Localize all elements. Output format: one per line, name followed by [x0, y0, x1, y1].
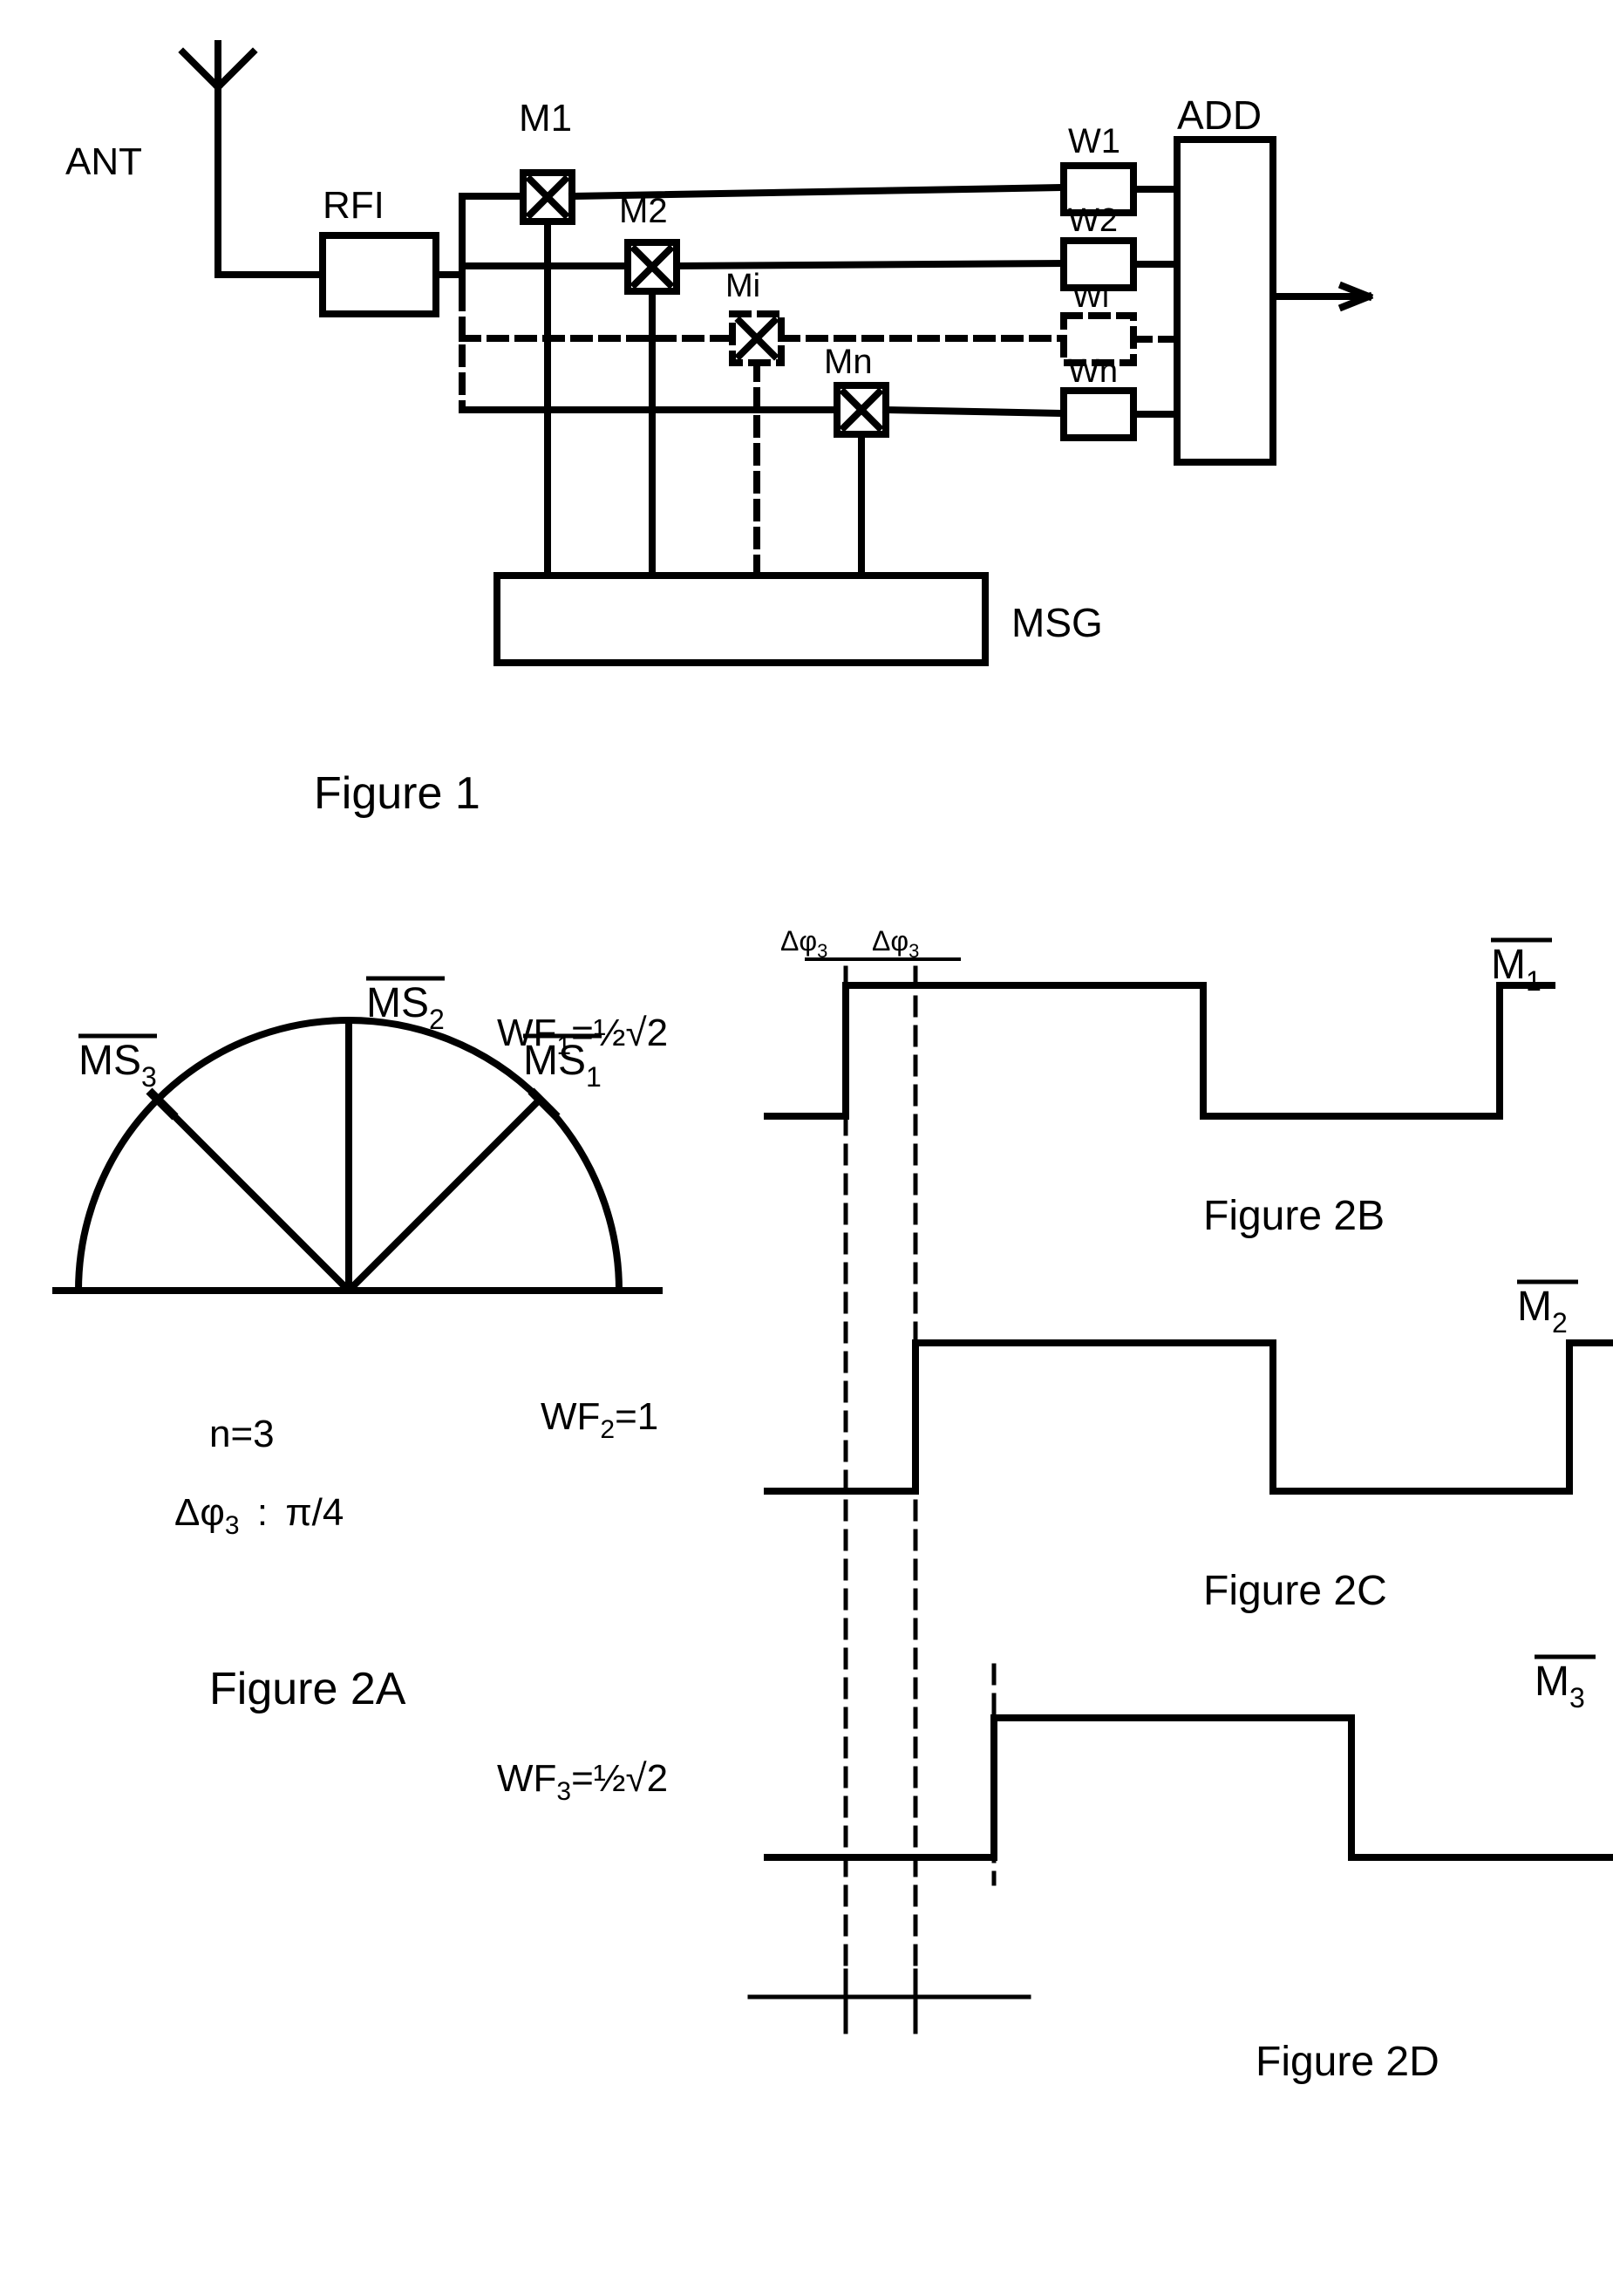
- ms3-label: MS: [78, 1038, 141, 1084]
- wn-block: [1064, 391, 1133, 438]
- figure-1-diagram: ANT RFI M1 M2 Mi Mn W1 W2 Wi Wn ADD MSG: [35, 35, 1430, 750]
- m2-wave-sub: 2: [1552, 1307, 1568, 1339]
- mi-label: Mi: [725, 268, 760, 304]
- figure-2a-diagram: MS2 MS1 MS3: [35, 907, 680, 1378]
- m2-wave-label: M: [1517, 1284, 1552, 1330]
- mixer-mn: [837, 385, 886, 434]
- dphi-top-2-sub: 3: [909, 940, 919, 962]
- dphi-top-1: Δφ: [780, 925, 817, 957]
- dphi-top-2: Δφ: [872, 925, 909, 957]
- figure-2d-caption: Figure 2D: [1256, 2039, 1439, 2085]
- wf2-sub: 2: [600, 1415, 615, 1444]
- mn-label: Mn: [824, 343, 873, 381]
- msg-block: [497, 576, 985, 663]
- wf3-label: WF: [497, 1757, 556, 1800]
- svg-text:Δφ3: Δφ3: [780, 925, 827, 962]
- m2-label: M2: [619, 192, 668, 230]
- m3-wave-sub: 3: [1569, 1682, 1585, 1713]
- wi-label: Wi: [1072, 278, 1109, 314]
- ms1-sub: 1: [586, 1061, 602, 1093]
- ms2-sub: 2: [429, 1004, 445, 1035]
- wf2-label: WF: [541, 1395, 600, 1438]
- wf2-val: =1: [615, 1395, 658, 1438]
- m1-wave-label: M: [1491, 942, 1526, 988]
- wf3-val: =½√2: [571, 1757, 668, 1800]
- figure-2c-caption: Figure 2C: [1203, 1568, 1387, 1614]
- w2-label: W2: [1068, 202, 1118, 239]
- m2-waveform: [767, 1343, 1613, 1491]
- wn-label: Wn: [1068, 353, 1118, 390]
- rfi-label: RFI: [323, 184, 385, 227]
- svg-text:MS3: MS3: [78, 1038, 157, 1093]
- ms3-sub: 3: [141, 1061, 157, 1093]
- ms2-label: MS: [366, 980, 429, 1026]
- rfi-block: [323, 235, 436, 314]
- dphi-top-1-sub: 3: [817, 940, 827, 962]
- m3-wave-label: M: [1535, 1659, 1569, 1705]
- m1-wave-sub: 1: [1526, 965, 1542, 997]
- svg-text:Δφ3: Δφ3: [872, 925, 919, 962]
- m1-waveform: [767, 985, 1552, 1116]
- figure-2b-caption: Figure 2B: [1203, 1193, 1385, 1239]
- msg-label: MSG: [1011, 600, 1103, 645]
- add-block: [1177, 140, 1273, 462]
- antenna-icon: [183, 44, 253, 275]
- mixer-mi: [732, 314, 781, 363]
- dphi-label: Δφ: [174, 1491, 225, 1534]
- dphi-sub: 3: [225, 1511, 240, 1540]
- mixer-m1: [523, 173, 572, 221]
- m3-waveform: [767, 1718, 1613, 1857]
- svg-text:M2: M2: [1517, 1284, 1568, 1339]
- figure-2bcd-diagram: Δφ3 Δφ3 M1 M2 M3 Figure 2B Figure 2C Fig…: [715, 907, 1613, 2128]
- m1-label: M1: [519, 97, 572, 140]
- w1-label: W1: [1068, 122, 1120, 160]
- dphi-val: π/4: [285, 1491, 344, 1534]
- wf3-sub: 3: [556, 1777, 571, 1806]
- svg-text:M3: M3: [1535, 1659, 1585, 1713]
- figure-2a-caption: Figure 2A: [209, 1663, 680, 1715]
- wf1-label: WF: [497, 1012, 556, 1054]
- figure-1-caption: Figure 1: [314, 767, 1578, 820]
- mixer-m2: [628, 242, 677, 291]
- add-label: ADD: [1177, 92, 1262, 138]
- wf1-val: =½√2: [571, 1012, 668, 1054]
- wf1-sub: 1: [556, 1032, 571, 1060]
- dphi-op: :: [257, 1491, 268, 1534]
- ant-label: ANT: [65, 140, 142, 183]
